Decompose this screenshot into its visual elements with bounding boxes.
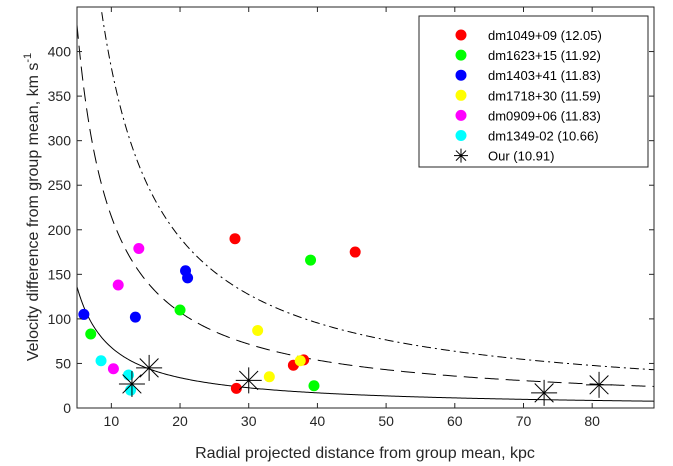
data-point xyxy=(96,355,107,366)
data-point xyxy=(108,363,119,374)
y-axis-label: Velocity difference from group mean, km … xyxy=(22,53,42,361)
data-point xyxy=(350,247,361,258)
legend: dm1049+09 (12.05) dm1623+15 (11.92) dm1403… xyxy=(419,16,648,167)
x-tick-label: 20 xyxy=(172,413,188,429)
legend-marker xyxy=(456,130,467,141)
x-tick-label: 40 xyxy=(310,413,326,429)
y-tick-label: 350 xyxy=(48,88,72,104)
y-tick-label: 150 xyxy=(48,266,72,282)
data-point xyxy=(85,329,96,340)
y-tick-label: 0 xyxy=(63,400,71,416)
data-point xyxy=(175,304,186,315)
y-axis-label-superscript: -1 xyxy=(22,53,34,63)
legend-label: dm0909+06 (11.83) xyxy=(488,108,601,123)
legend-marker xyxy=(456,110,467,121)
data-point xyxy=(305,255,316,266)
legend-marker xyxy=(456,90,467,101)
data-point xyxy=(130,312,141,323)
y-tick-label: 200 xyxy=(48,222,72,238)
legend-label: dm1623+15 (11.92) xyxy=(488,48,601,63)
legend-marker xyxy=(456,70,467,81)
legend-marker xyxy=(456,50,467,61)
asterisk-marker xyxy=(236,367,262,393)
x-tick-label: 80 xyxy=(584,413,600,429)
data-point xyxy=(133,243,144,254)
legend-label: dm1403+41 (11.83) xyxy=(488,68,601,83)
y-tick-label: 100 xyxy=(48,311,72,327)
data-point xyxy=(78,309,89,320)
data-point xyxy=(252,325,263,336)
y-tick-label: 300 xyxy=(48,133,72,149)
x-tick-label: 30 xyxy=(241,413,257,429)
legend-label: dm1349-02 (10.66) xyxy=(488,129,599,144)
data-point xyxy=(182,272,193,283)
data-point xyxy=(308,380,319,391)
y-tick-label: 250 xyxy=(48,177,72,193)
data-point xyxy=(113,280,124,291)
x-tick-label: 10 xyxy=(104,413,120,429)
asterisk-marker xyxy=(119,371,145,397)
legend-label: Our (10.91) xyxy=(488,149,554,164)
data-point xyxy=(229,233,240,244)
y-axis-label-main: Velocity difference from group mean, km … xyxy=(25,63,42,362)
y-axis-label-group: Velocity difference from group mean, km … xyxy=(22,53,42,361)
x-tick-label: 50 xyxy=(378,413,394,429)
data-point xyxy=(264,371,275,382)
legend-label: dm1718+30 (11.59) xyxy=(488,88,601,103)
x-tick-label: 70 xyxy=(516,413,532,429)
legend-asterisk-marker xyxy=(454,149,468,163)
asterisk-marker xyxy=(136,355,162,381)
y-tick-label: 50 xyxy=(55,355,71,371)
x-axis-label: Radial projected distance from group mea… xyxy=(195,445,535,462)
legend-marker xyxy=(456,30,467,41)
asterisk-marker xyxy=(586,372,612,398)
x-tick-label: 60 xyxy=(447,413,463,429)
asterisk-marker xyxy=(531,380,557,406)
legend-label: dm1049+09 (12.05) xyxy=(488,28,602,43)
data-point xyxy=(295,355,306,366)
y-tick-label: 400 xyxy=(48,44,72,60)
